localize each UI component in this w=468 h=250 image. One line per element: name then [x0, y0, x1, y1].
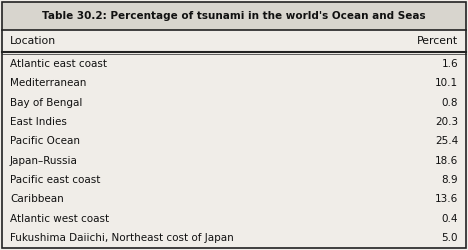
Text: Table 30.2: Percentage of tsunami in the world's Ocean and Seas: Table 30.2: Percentage of tsunami in the…: [42, 11, 426, 21]
Text: Mediterranean: Mediterranean: [10, 78, 87, 88]
Text: 5.0: 5.0: [441, 233, 458, 243]
Text: Caribbean: Caribbean: [10, 194, 64, 204]
Text: 10.1: 10.1: [435, 78, 458, 88]
Bar: [2, 2, 466, 30]
Text: Bay of Bengal: Bay of Bengal: [10, 98, 82, 108]
Text: Japan–Russia: Japan–Russia: [10, 156, 78, 166]
Text: 20.3: 20.3: [435, 117, 458, 127]
Text: 25.4: 25.4: [435, 136, 458, 146]
Text: Atlantic west coast: Atlantic west coast: [10, 214, 109, 224]
Text: Fukushima Daiichi, Northeast cost of Japan: Fukushima Daiichi, Northeast cost of Jap…: [10, 233, 234, 243]
Text: 0.8: 0.8: [441, 98, 458, 108]
Text: Pacific east coast: Pacific east coast: [10, 175, 100, 185]
Text: 18.6: 18.6: [435, 156, 458, 166]
Text: Location: Location: [10, 36, 56, 46]
Text: 8.9: 8.9: [441, 175, 458, 185]
Text: East Indies: East Indies: [10, 117, 67, 127]
Text: Pacific Ocean: Pacific Ocean: [10, 136, 80, 146]
Text: 0.4: 0.4: [441, 214, 458, 224]
Text: Percent: Percent: [417, 36, 458, 46]
Text: 1.6: 1.6: [441, 59, 458, 69]
Text: 13.6: 13.6: [435, 194, 458, 204]
Text: Atlantic east coast: Atlantic east coast: [10, 59, 107, 69]
